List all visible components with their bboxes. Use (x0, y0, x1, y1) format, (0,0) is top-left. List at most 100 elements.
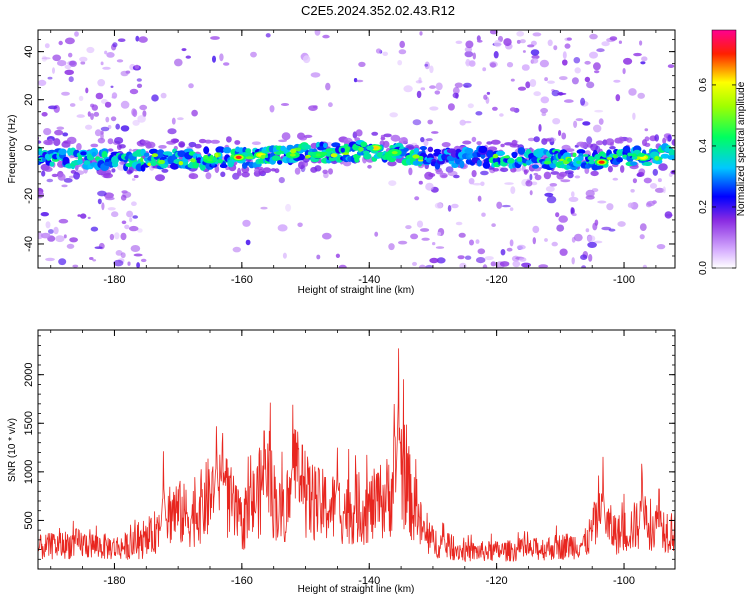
heatmap-cell (538, 124, 542, 132)
heatmap-cell (58, 148, 67, 156)
heatmap-cell (158, 159, 166, 165)
heatmap-cell (223, 62, 230, 66)
heatmap-cell (107, 207, 116, 211)
heatmap-cell (484, 256, 494, 261)
heatmap-cell (115, 123, 120, 130)
heatmap-cell (510, 186, 516, 195)
heatmap-cell (364, 155, 371, 160)
heatmap-cell (601, 226, 612, 231)
heatmap-cell (434, 202, 443, 209)
heatmap-cell (606, 157, 613, 160)
heatmap-cell (482, 161, 491, 169)
heatmap-cell (250, 51, 257, 58)
heatmap-cell (429, 65, 434, 74)
heatmap-cell (56, 126, 65, 130)
heatmap-cell (203, 154, 209, 160)
heatmap-cell (544, 192, 554, 197)
heatmap-cell (464, 147, 474, 154)
heatmap-cell (92, 259, 97, 262)
heatmap-cell (575, 118, 584, 122)
heatmap-cell (68, 52, 73, 58)
heatmap-cell (61, 91, 70, 96)
heatmap-cell (640, 61, 646, 65)
heatmap-cell (113, 259, 124, 267)
heatmap-frame (37, 29, 676, 269)
heatmap-cell (477, 248, 486, 255)
heatmap-cell (525, 180, 533, 187)
heatmap-cell (314, 30, 321, 36)
heatmap-cell (486, 141, 493, 145)
heatmap-xtick-label: -140 (358, 274, 380, 286)
heatmap-cell (120, 100, 130, 109)
heatmap-cell (531, 54, 540, 60)
heatmap-cell (322, 232, 332, 240)
heatmap-cell (217, 158, 223, 164)
heatmap-cell (245, 148, 252, 154)
heatmap-cell (589, 51, 598, 59)
heatmap-cell (131, 201, 137, 206)
heatmap-cell (458, 232, 466, 238)
heatmap-cell (80, 213, 87, 219)
heatmap-ytick-label: 0 (23, 145, 35, 151)
heatmap-xtick-label: -100 (613, 274, 635, 286)
heatmap-cell (232, 246, 241, 253)
heatmap-cell (571, 191, 575, 198)
heatmap-cell (94, 129, 102, 137)
heatmap-cell (107, 148, 114, 152)
heatmap-cell (556, 224, 565, 232)
heatmap-cell (103, 172, 113, 179)
heatmap-cell (550, 171, 560, 175)
heatmap-cell (631, 156, 638, 160)
heatmap-cell (429, 85, 436, 89)
heatmap-cell (131, 178, 136, 181)
heatmap-cell (403, 85, 413, 93)
heatmap-cell (622, 145, 631, 154)
heatmap-cell (398, 240, 408, 245)
heatmap-cell (637, 152, 645, 157)
heatmap-cell (398, 137, 409, 144)
heatmap-cell (129, 88, 139, 95)
heatmap-cell (590, 143, 599, 152)
heatmap-cell (52, 54, 62, 62)
heatmap-cell (564, 170, 574, 175)
heatmap-cell (367, 164, 372, 169)
heatmap-cell (185, 55, 191, 59)
heatmap-cell (398, 49, 407, 55)
heatmap-cell (53, 138, 61, 147)
heatmap-cell (622, 68, 626, 75)
heatmap-cell (533, 168, 541, 172)
heatmap-cell (571, 77, 579, 85)
heatmap-cell (506, 247, 513, 252)
heatmap-cell (662, 186, 666, 194)
heatmap-xtick-label: -160 (231, 274, 253, 286)
heatmap-cell (91, 104, 99, 111)
snr-frame (37, 329, 676, 570)
heatmap-cell (563, 99, 574, 103)
heatmap-cell (593, 62, 601, 71)
heatmap-cell (135, 35, 140, 42)
heatmap-cell (76, 143, 82, 151)
heatmap-cell (101, 151, 108, 159)
heatmap-cell (45, 257, 55, 262)
heatmap-cell (543, 160, 552, 165)
heatmap-cell (439, 172, 448, 179)
heatmap-cell (532, 164, 539, 169)
heatmap-cell (104, 101, 112, 108)
heatmap-ytick-label: 40 (23, 46, 35, 58)
heatmap-cell (429, 257, 439, 264)
heatmap-cell (594, 70, 600, 74)
heatmap-cell (86, 46, 95, 54)
heatmap-cell (561, 132, 567, 140)
heatmap-cell (97, 79, 106, 87)
heatmap-ylabel: Frequency (Hz) (7, 115, 18, 184)
heatmap-cell (643, 161, 653, 166)
heatmap-cell (555, 212, 560, 218)
heatmap-cell (632, 178, 638, 184)
heatmap-cell (481, 212, 486, 217)
heatmap-cell (511, 151, 518, 158)
heatmap-cell (637, 171, 645, 177)
heatmap-cell (387, 160, 397, 167)
heatmap-cell (140, 157, 144, 163)
heatmap-cell (210, 139, 220, 144)
heatmap-cell (48, 105, 58, 110)
